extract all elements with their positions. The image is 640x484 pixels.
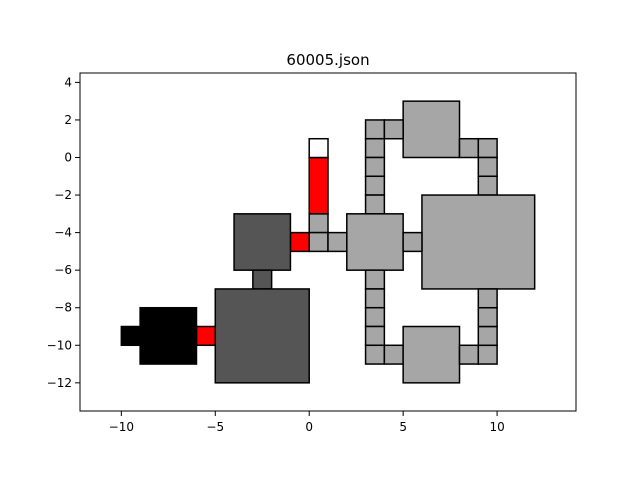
room-cell-1 [364,119,386,140]
room-cell-27 [364,288,386,309]
x-tick-label: 0 [305,420,313,434]
room-cell-22 [214,288,310,384]
y-tick-label: 2 [64,113,72,127]
axes: −10 −5 0 5 10 4 2 0 −2 −4 −6 −8 −10 −12 [47,72,577,434]
room-cell-21 [252,269,273,290]
room-cell-10 [477,175,498,196]
room-cell-25 [120,325,141,347]
y-tick-label: −12 [47,376,72,390]
y-tick-label: 4 [64,75,72,89]
y-tick-label: −2 [54,188,72,202]
y-tick-label: 0 [64,151,72,165]
y-tick-label: −8 [54,301,72,315]
room-cell-15 [308,231,329,253]
chart-title: 60005.json [286,51,369,69]
room-cell-31 [383,344,404,365]
x-tick-label: −10 [109,420,134,434]
room-cell-20 [233,213,292,271]
room-cell-36 [477,306,498,328]
room-cell-9 [477,156,498,178]
room-cell-14 [308,213,329,234]
room-cell-33 [458,344,480,365]
room-cell-4 [364,156,386,178]
room-cell-34 [477,344,498,365]
y-tick-label: −4 [54,226,72,240]
room-cell-37 [477,288,498,309]
room-cell-12 [346,213,404,271]
room-cell-11 [421,194,536,290]
x-tick-label: −5 [206,420,224,434]
room-cell-16 [327,231,348,253]
room-cell-28 [364,306,386,328]
room-cell-35 [477,325,498,347]
room-cell-17 [308,156,329,215]
x-tick-label: 5 [399,420,407,434]
room-cell-13 [402,231,423,253]
room-cell-5 [364,175,386,196]
room-cell-24 [139,306,198,365]
room-cell-7 [458,137,480,159]
x-tick-label: 10 [489,420,504,434]
plot-frame [79,72,577,412]
room-cell-6 [364,194,386,215]
room-cell-8 [477,137,498,159]
room-cell-23 [195,325,217,347]
room-cell-19 [289,231,310,253]
room-cell-29 [364,325,386,347]
room-cell-2 [383,119,404,140]
room-cell-18 [308,137,329,159]
y-tick-label: −6 [54,263,72,277]
y-tick-label: −10 [47,338,72,352]
room-cell-26 [364,269,386,290]
room-cell-3 [364,137,386,159]
room-cell-30 [364,344,386,365]
room-cells [120,100,536,384]
room-cell-0 [402,100,461,159]
room-cell-32 [402,325,461,384]
